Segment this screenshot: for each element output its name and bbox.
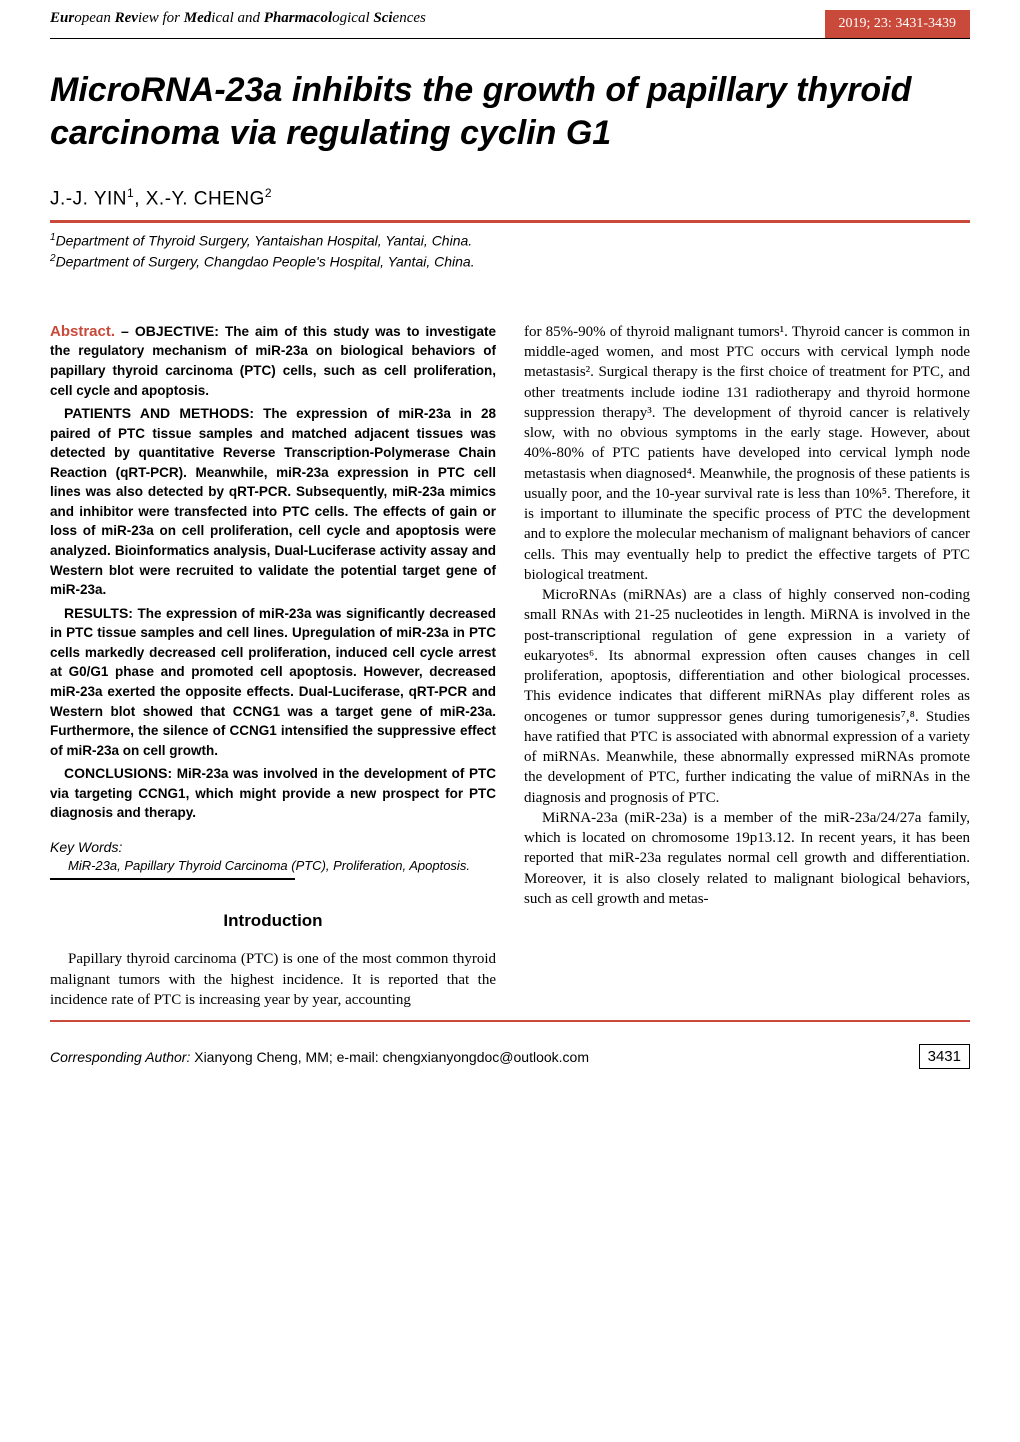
header-bar: European Review for Medical and Pharmaco… bbox=[0, 0, 1020, 38]
jn-t3: ical and bbox=[211, 10, 264, 26]
footer-rule bbox=[50, 1020, 970, 1022]
keywords-text: MiR-23a, Papillary Thyroid Carcinoma (PT… bbox=[50, 857, 496, 875]
affiliations: 1Department of Thyroid Surgery, Yantaish… bbox=[0, 223, 1020, 302]
title-block: MicroRNA-23a inhibits the growth of papi… bbox=[0, 39, 1020, 164]
article-title: MicroRNA-23a inhibits the growth of papi… bbox=[50, 69, 970, 154]
abs-h-results: RESULTS: bbox=[64, 605, 133, 621]
abstract-label: Abstract. bbox=[50, 323, 115, 340]
jn-t2: iew for bbox=[138, 10, 184, 26]
jn-b5: Sci bbox=[373, 10, 392, 26]
authors-line: J.-J. YIN1, X.-Y. CHENG2 bbox=[0, 164, 1020, 220]
footer: Corresponding Author: Xianyong Cheng, MM… bbox=[0, 1036, 1020, 1083]
corr-label: Corresponding Author: bbox=[50, 1049, 190, 1065]
corresponding-author: Corresponding Author: Xianyong Cheng, MM… bbox=[50, 1049, 919, 1065]
affiliation-2: 2Department of Surgery, Changdao People'… bbox=[50, 252, 970, 272]
aff-1-text: Department of Thyroid Surgery, Yantaisha… bbox=[56, 233, 473, 249]
author-1: J.-J. YIN bbox=[50, 188, 127, 209]
abs-h-objective: – OBJECTIVE: bbox=[121, 323, 219, 339]
abs-t-methods: The expression of miR-23a in 28 paired o… bbox=[50, 406, 496, 597]
intro-right-para-3: MiRNA-23a (miR-23a) is a member of the m… bbox=[524, 808, 970, 909]
journal-name: European Review for Medical and Pharmaco… bbox=[50, 10, 825, 38]
intro-right-para-2: MicroRNAs (miRNAs) are a class of highly… bbox=[524, 585, 970, 808]
jn-t5: ences bbox=[393, 10, 426, 26]
abs-conclusions: CONCLUSIONS: MiR-23a was involved in the… bbox=[50, 764, 496, 824]
author-2-sup: 2 bbox=[265, 186, 272, 200]
right-column: for 85%-90% of thyroid malignant tumors¹… bbox=[524, 322, 970, 1010]
keywords-block: Key Words: MiR-23a, Papillary Thyroid Ca… bbox=[50, 838, 496, 880]
keywords-label: Key Words: bbox=[50, 838, 496, 857]
intro-left-para: Papillary thyroid carcinoma (PTC) is one… bbox=[50, 949, 496, 1010]
jn-b2: Rev bbox=[115, 10, 138, 26]
jn-b4: Pharmacol bbox=[264, 10, 332, 26]
author-2: , X.-Y. CHENG bbox=[134, 188, 265, 209]
affiliation-1: 1Department of Thyroid Surgery, Yantaish… bbox=[50, 231, 970, 251]
corr-text: Xianyong Cheng, MM; e-mail: chengxianyon… bbox=[190, 1049, 589, 1065]
footer-rule-wrap bbox=[0, 1020, 1020, 1022]
left-column: Abstract. – OBJECTIVE: The aim of this s… bbox=[50, 322, 496, 1010]
two-column-body: Abstract. – OBJECTIVE: The aim of this s… bbox=[0, 302, 1020, 1020]
jn-t1: opean bbox=[74, 10, 114, 26]
page-number: 3431 bbox=[919, 1044, 970, 1069]
abs-objective: Abstract. – OBJECTIVE: The aim of this s… bbox=[50, 322, 496, 401]
abstract-block: Abstract. – OBJECTIVE: The aim of this s… bbox=[50, 322, 496, 824]
abs-t-objective: The aim of this study was to investigate… bbox=[50, 324, 496, 398]
abs-h-methods: PATIENTS AND METHODS: bbox=[64, 405, 254, 421]
issue-info: 2019; 23: 3431-3439 bbox=[825, 10, 970, 38]
intro-right-para-1: for 85%-90% of thyroid malignant tumors¹… bbox=[524, 322, 970, 585]
abs-t-results: The expression of miR-23a was significan… bbox=[50, 606, 496, 758]
jn-t4: ogical bbox=[332, 10, 373, 26]
aff-2-text: Department of Surgery, Changdao People's… bbox=[56, 253, 475, 269]
introduction-heading: Introduction bbox=[50, 910, 496, 933]
jn-b1: Eur bbox=[50, 10, 74, 26]
abs-h-conclusions: CONCLUSIONS: bbox=[64, 765, 172, 781]
keywords-rule bbox=[50, 878, 295, 880]
abs-methods: PATIENTS AND METHODS: The expression of … bbox=[50, 404, 496, 601]
abs-results: RESULTS: The expression of miR-23a was s… bbox=[50, 604, 496, 762]
jn-b3: Med bbox=[184, 10, 212, 26]
